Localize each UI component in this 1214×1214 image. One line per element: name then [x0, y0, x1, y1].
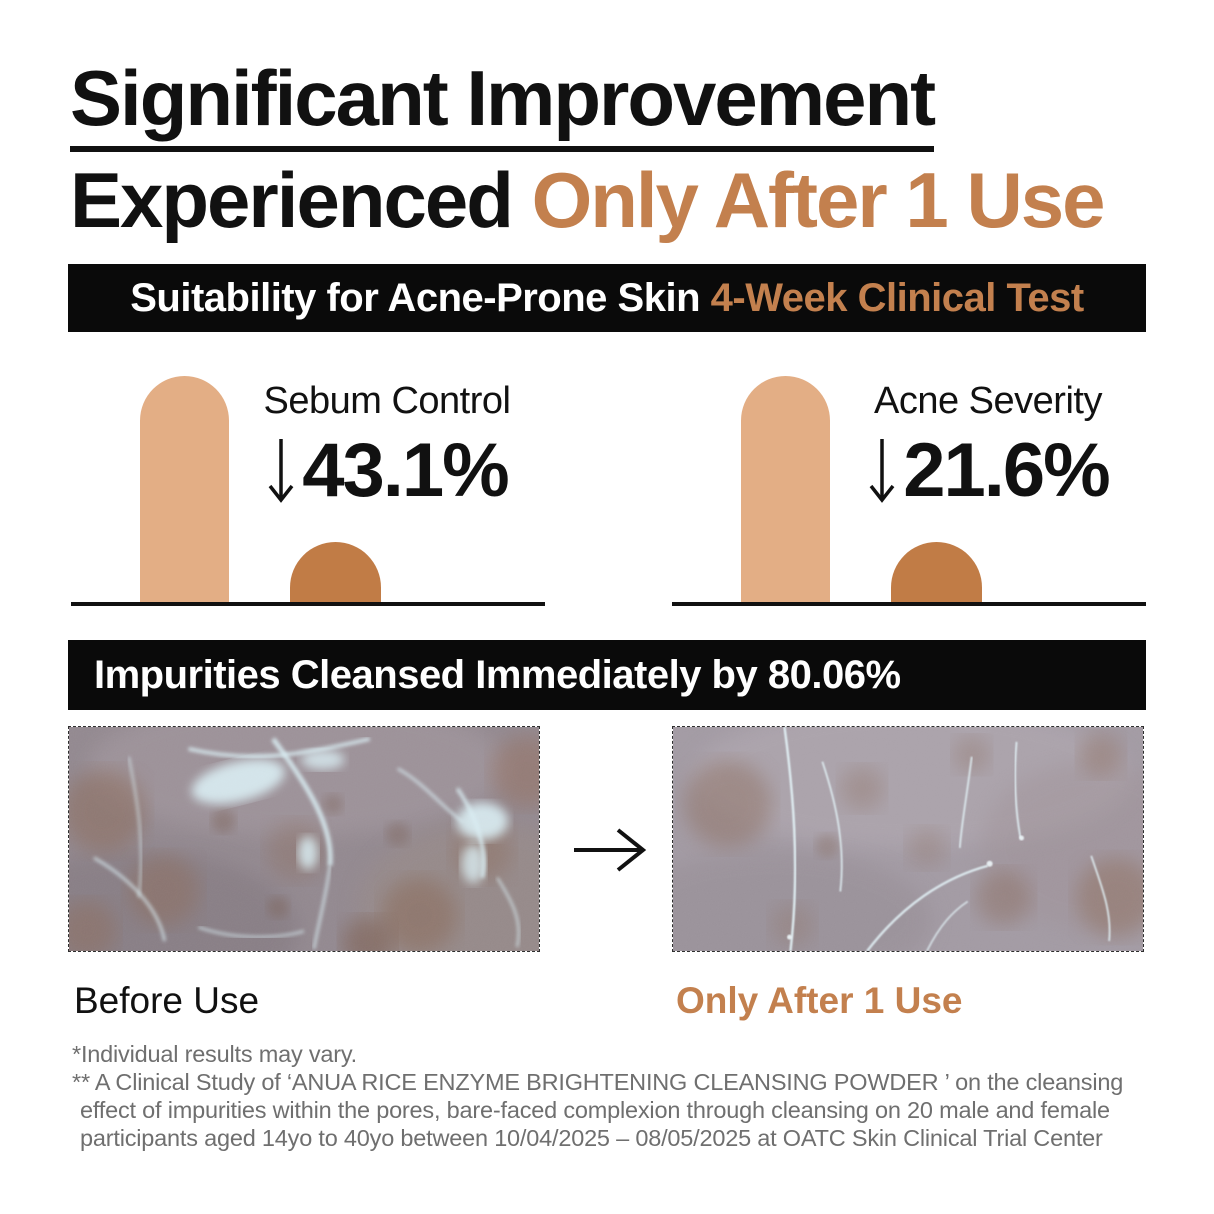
right-arrow-icon	[574, 828, 647, 872]
before-skin-image	[68, 726, 540, 952]
clinical-banner-white-text: Suitability for Acne-Prone Skin	[130, 275, 701, 320]
clinical-test-banner: Suitability for Acne-Prone Skin 4-Week C…	[68, 264, 1146, 332]
acne-after-bar	[891, 542, 982, 604]
sebum-chart-label: Sebum Control 43.1%	[231, 380, 543, 514]
chart-metric-title: Sebum Control	[263, 380, 511, 422]
footnote-disclaimer: *Individual results may vary.	[72, 1041, 358, 1067]
acne-before-bar	[741, 376, 830, 604]
title-line1: Significant Improvement	[70, 57, 1104, 153]
footnote-study-details: ** A Clinical Study of ‘ANUA RICE ENZYME…	[72, 1069, 1124, 1151]
title-line2-accent-text: Only After 1 Use	[531, 156, 1106, 245]
acne-chart-label: Acne Severity 21.6%	[832, 380, 1144, 514]
impurities-banner: Impurities Cleansed Immediately by 80.06…	[68, 640, 1146, 710]
chart-change-row: 43.1%	[231, 427, 543, 514]
impurities-banner-text: Impurities Cleansed Immediately by 80.06…	[94, 652, 901, 697]
clinical-banner-accent-text: 4-Week Clinical Test	[710, 275, 1085, 320]
page-title: Significant Improvement Experienced Only…	[70, 57, 1106, 241]
sebum-after-bar	[290, 542, 381, 604]
before-after-comparison	[68, 726, 1146, 954]
chart-baseline	[71, 602, 545, 606]
sebum-before-bar	[140, 376, 229, 604]
sebum-control-chart: Sebum Control 43.1%	[71, 376, 545, 606]
title-line2-black-text: Experienced	[70, 156, 532, 245]
before-label: Before Use	[74, 980, 260, 1021]
chart-change-value: 21.6%	[903, 428, 1110, 513]
title-line1-underlined-text: Significant Improvement	[70, 57, 936, 153]
footnotes: *Individual results may vary. ** A Clini…	[72, 1040, 1154, 1152]
chart-baseline	[672, 602, 1146, 606]
chart-change-value: 43.1%	[302, 428, 509, 513]
down-arrow-icon	[869, 438, 895, 503]
title-line2: Experienced Only After 1 Use	[70, 160, 1106, 241]
clinical-bar-charts: Sebum Control 43.1% Acne Severity	[71, 376, 1146, 606]
after-label: Only After 1 Use	[676, 980, 963, 1021]
chart-change-row: 21.6%	[832, 427, 1144, 514]
acne-severity-chart: Acne Severity 21.6%	[672, 376, 1146, 606]
down-arrow-icon	[268, 438, 294, 503]
after-skin-image	[672, 726, 1144, 952]
chart-metric-title: Acne Severity	[874, 380, 1102, 422]
